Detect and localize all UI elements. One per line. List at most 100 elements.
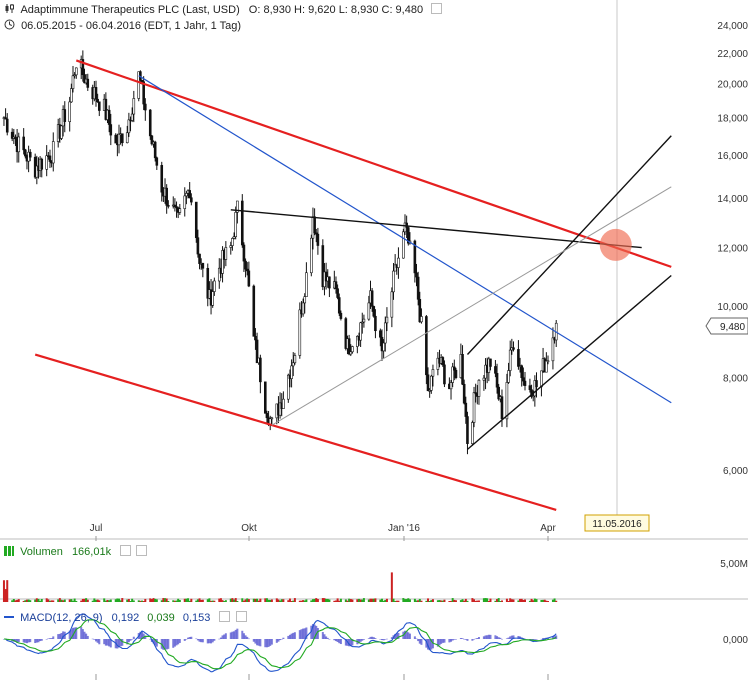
price-candle (198, 253, 201, 264)
price-candle (194, 201, 198, 239)
price-candle (505, 382, 509, 420)
macd-histogram-bar (415, 638, 418, 640)
volume-bar (35, 598, 38, 602)
y-axis: 6,000 8,000 10,000 12,000 14,000 16,000 18,000… (717, 21, 748, 477)
price-candle (254, 336, 257, 341)
price-candle (523, 380, 527, 386)
macd-histogram-bar (167, 639, 170, 649)
volume-bar (24, 600, 27, 602)
volume-bar (408, 599, 411, 602)
macd-histogram-bar (154, 639, 157, 646)
settings-icon[interactable] (431, 3, 443, 14)
macd-histogram-bar (287, 635, 290, 639)
volume-close-icon[interactable] (136, 545, 148, 556)
macd-histogram-bar (440, 639, 443, 644)
price-candle (127, 119, 131, 134)
volume-bar (109, 599, 112, 602)
macd-histogram-bar (50, 638, 53, 639)
macd-histogram-bar (361, 639, 364, 641)
macd-histogram-bar (482, 636, 485, 639)
volume-bar (210, 600, 213, 602)
macd-settings-icon[interactable] (219, 611, 231, 622)
price-candle (462, 383, 466, 404)
volume-bar (397, 600, 400, 602)
trendline-gray (271, 186, 672, 426)
macd-histogram-bar (155, 639, 158, 647)
price-candle (471, 422, 474, 444)
macd-histogram-bar (486, 635, 489, 639)
macd-histogram-bar (512, 635, 515, 639)
macd-histogram-bar (40, 639, 43, 641)
macd-histogram-bar (129, 639, 132, 641)
macd-histogram-bar (178, 639, 181, 643)
volume-bar (165, 598, 168, 602)
macd-histogram-bar (359, 639, 362, 642)
volume-bar (441, 600, 444, 602)
volume-bar (302, 600, 305, 602)
y-tick-label: 6,000 (723, 466, 748, 477)
volume-bar (384, 599, 387, 602)
price-candle (287, 374, 290, 400)
macd-histogram-bar (93, 639, 96, 640)
volume-bar (108, 600, 111, 602)
macd-histogram-bar (425, 639, 428, 648)
volume-bar (118, 598, 121, 602)
y-tick-label: 8,000 (723, 374, 748, 385)
volume-bar (288, 598, 291, 602)
macd-histogram-bar (242, 633, 245, 639)
volume-bar (164, 598, 167, 602)
macd-histogram-bar (487, 634, 490, 639)
volume-bar (47, 599, 50, 602)
volume-bar (371, 598, 374, 602)
volume-bar (298, 600, 301, 602)
macd-histogram-bar (221, 635, 224, 639)
macd-histogram-bar (211, 639, 214, 643)
trendline-black (467, 274, 672, 450)
macd-close-icon[interactable] (235, 611, 247, 622)
y-tick-label: 18,000 (717, 113, 748, 124)
volume-bar (348, 598, 351, 602)
macd-histogram-bar (127, 639, 130, 643)
volume-bar (402, 598, 405, 602)
price-candle (349, 351, 353, 355)
price-candle (347, 338, 351, 355)
macd-histogram-bar (298, 630, 301, 639)
macd-histogram-bar (476, 638, 479, 639)
y-tick-label: 24,000 (717, 21, 748, 32)
price-candle (81, 59, 85, 75)
volume-bar (246, 598, 249, 602)
macd-histogram-bar (451, 639, 454, 641)
volume-bar (91, 600, 94, 602)
volume-bar (553, 598, 556, 602)
price-candle (150, 135, 154, 145)
price-candle (428, 390, 431, 392)
volume-bar (333, 600, 336, 602)
price-candle (382, 342, 385, 352)
macd-histogram-bar (321, 632, 324, 639)
volume-bar (75, 600, 78, 602)
price-candle (70, 88, 73, 103)
volume-bar (234, 598, 237, 602)
macd-histogram-bar (450, 639, 453, 642)
macd-histogram-bar (418, 639, 421, 644)
price-candle (551, 337, 555, 362)
volume-bar (173, 600, 176, 602)
macd-value-1: 0,192 (111, 612, 140, 624)
volume-bar (443, 599, 446, 602)
macd-histogram-bar (551, 636, 554, 639)
macd-histogram-bar (374, 638, 377, 639)
price-candle (74, 67, 78, 76)
price-candle (190, 197, 193, 203)
volume-bar (450, 600, 453, 602)
price-candle (137, 71, 141, 99)
macd-histogram-bar (247, 638, 250, 640)
volume-bar (543, 599, 546, 602)
volume-bar (139, 600, 142, 602)
volume-bar (236, 600, 239, 602)
volume-bar (195, 600, 198, 602)
macd-histogram-bar (382, 639, 385, 641)
volume-bar (187, 598, 190, 602)
price-candle (461, 354, 464, 385)
volume-settings-icon[interactable] (120, 545, 132, 556)
macd-histogram-bar (405, 630, 408, 639)
